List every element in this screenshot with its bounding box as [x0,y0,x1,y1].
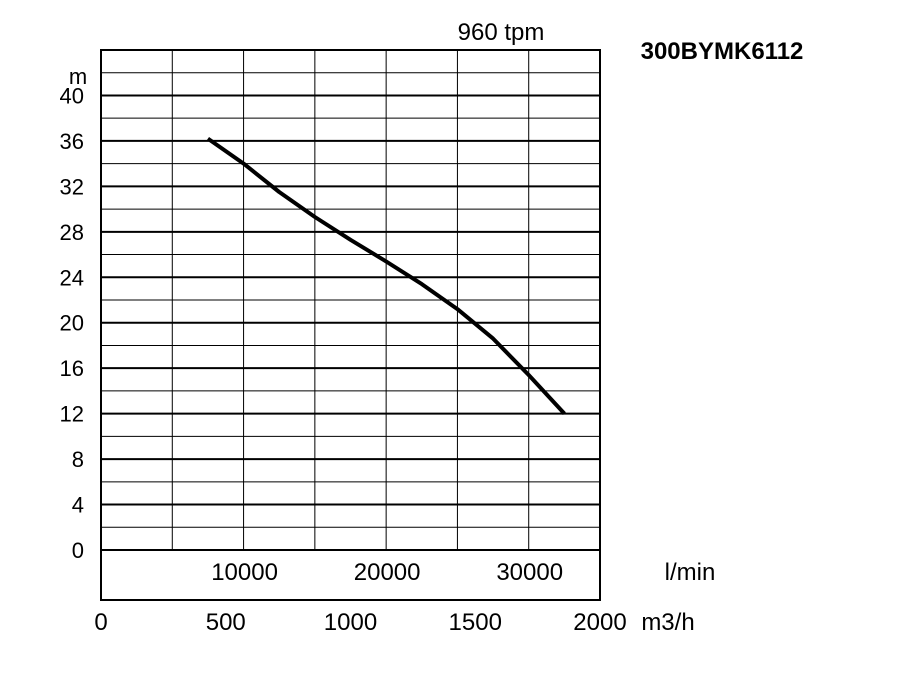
y-tick-label: 12 [60,402,84,427]
x-tick-label-m3h: 0 [94,609,107,636]
x-tick-label-m3h: 1000 [324,609,377,636]
x-tick-label-m3h: 2000 [573,609,626,636]
y-tick-label: 20 [60,311,84,336]
y-tick-label: 36 [60,129,84,154]
lower-axis-frame [100,549,601,601]
x-unit-lmin: l/min [665,559,716,586]
y-tick-label: 28 [60,220,84,245]
speed-label: 960 tpm [458,19,545,46]
y-unit-label: m [69,64,87,89]
model-label: 300BYMK6112 [641,38,804,65]
y-tick-label: 16 [60,356,84,381]
x-tick-label-lmin: 30000 [496,559,563,586]
y-tick-label: 4 [72,493,84,518]
pump-curve-line [206,136,566,415]
grid [101,50,600,550]
y-tick-labels: 0 4 8 12 16 20 24 28 32 36 40 [60,83,84,563]
x-tick-labels-m3h: 0 500 1000 1500 2000 [94,609,626,636]
y-tick-label: 8 [72,447,84,472]
curve-layer [206,136,566,415]
y-tick-label: 0 [72,538,84,563]
y-tick-label: 32 [60,174,84,199]
x-unit-m3h: m3/h [641,609,694,636]
x-tick-labels-lmin: 10000 20000 30000 [211,559,563,586]
x-tick-label-m3h: 500 [206,609,246,636]
x-tick-label-m3h: 1500 [449,609,502,636]
y-tick-label: 24 [60,265,84,290]
y-tick-label: 40 [60,83,84,108]
x-tick-label-lmin: 20000 [354,559,421,586]
x-tick-label-lmin: 10000 [211,559,278,586]
